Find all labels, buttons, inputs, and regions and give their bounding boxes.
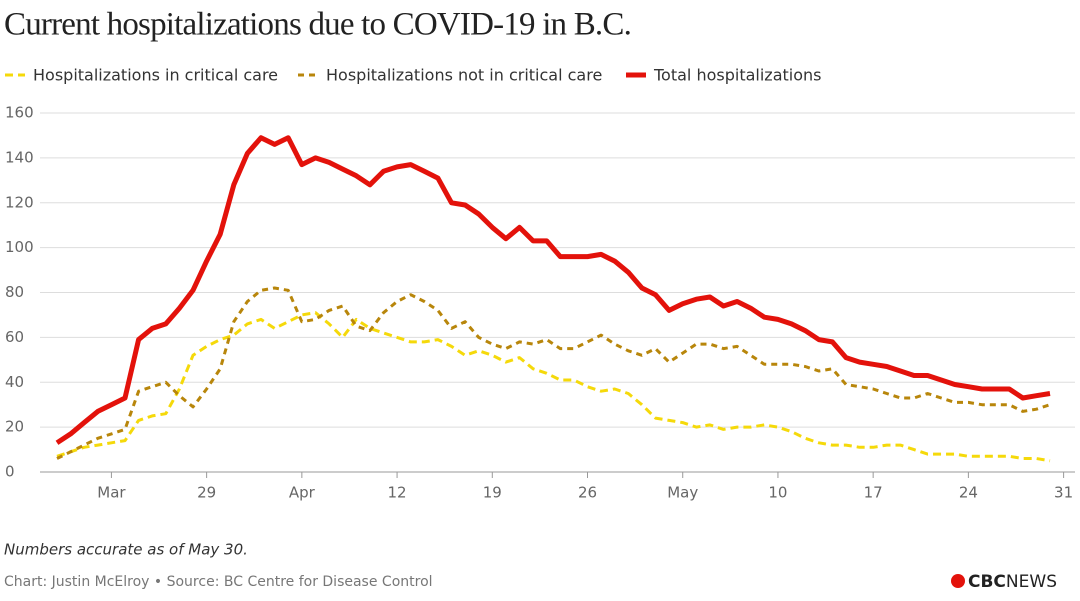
series-line <box>56 311 1051 463</box>
logo-bold: CBC <box>968 572 1006 592</box>
y-tick-label: 60 <box>5 328 24 346</box>
series-line <box>55 135 1051 445</box>
legend-label: Hospitalizations in critical care <box>33 66 278 85</box>
x-tick-label: 24 <box>959 484 978 502</box>
y-tick-label: 120 <box>5 193 34 211</box>
y-tick-label: 160 <box>5 104 34 122</box>
x-tick-label: 10 <box>768 484 787 502</box>
x-tick-label: 31 <box>1054 484 1073 502</box>
logo: CBCNEWS <box>951 572 1057 592</box>
x-tick-label: Mar <box>97 484 126 502</box>
logo-light: NEWS <box>1006 572 1057 592</box>
x-tick-label: 17 <box>864 484 883 502</box>
series-line <box>56 286 1051 460</box>
logo-gem <box>951 574 965 588</box>
y-tick-label: 40 <box>5 373 24 391</box>
x-tick-label: 26 <box>578 484 597 502</box>
source: Chart: Justin McElroy • Source: BC Centr… <box>4 574 433 590</box>
note: Numbers accurate as of May 30. <box>4 541 248 559</box>
x-tick-label: 19 <box>483 484 502 502</box>
legend-label: Hospitalizations not in critical care <box>326 66 602 85</box>
y-tick-label: 140 <box>5 148 34 166</box>
y-tick-label: 80 <box>5 283 24 301</box>
x-tick-label: 29 <box>197 484 216 502</box>
logo-text: CBCNEWS <box>968 572 1057 592</box>
x-tick-label: May <box>667 484 698 502</box>
y-tick-label: 20 <box>5 418 24 436</box>
legend-label: Total hospitalizations <box>653 66 821 85</box>
y-tick-label: 100 <box>5 238 34 256</box>
y-tick-label: 0 <box>5 463 15 481</box>
chart-title: Current hospitalizations due to COVID-19… <box>4 7 631 43</box>
x-tick-label: 12 <box>388 484 407 502</box>
x-tick-label: Apr <box>289 484 316 502</box>
